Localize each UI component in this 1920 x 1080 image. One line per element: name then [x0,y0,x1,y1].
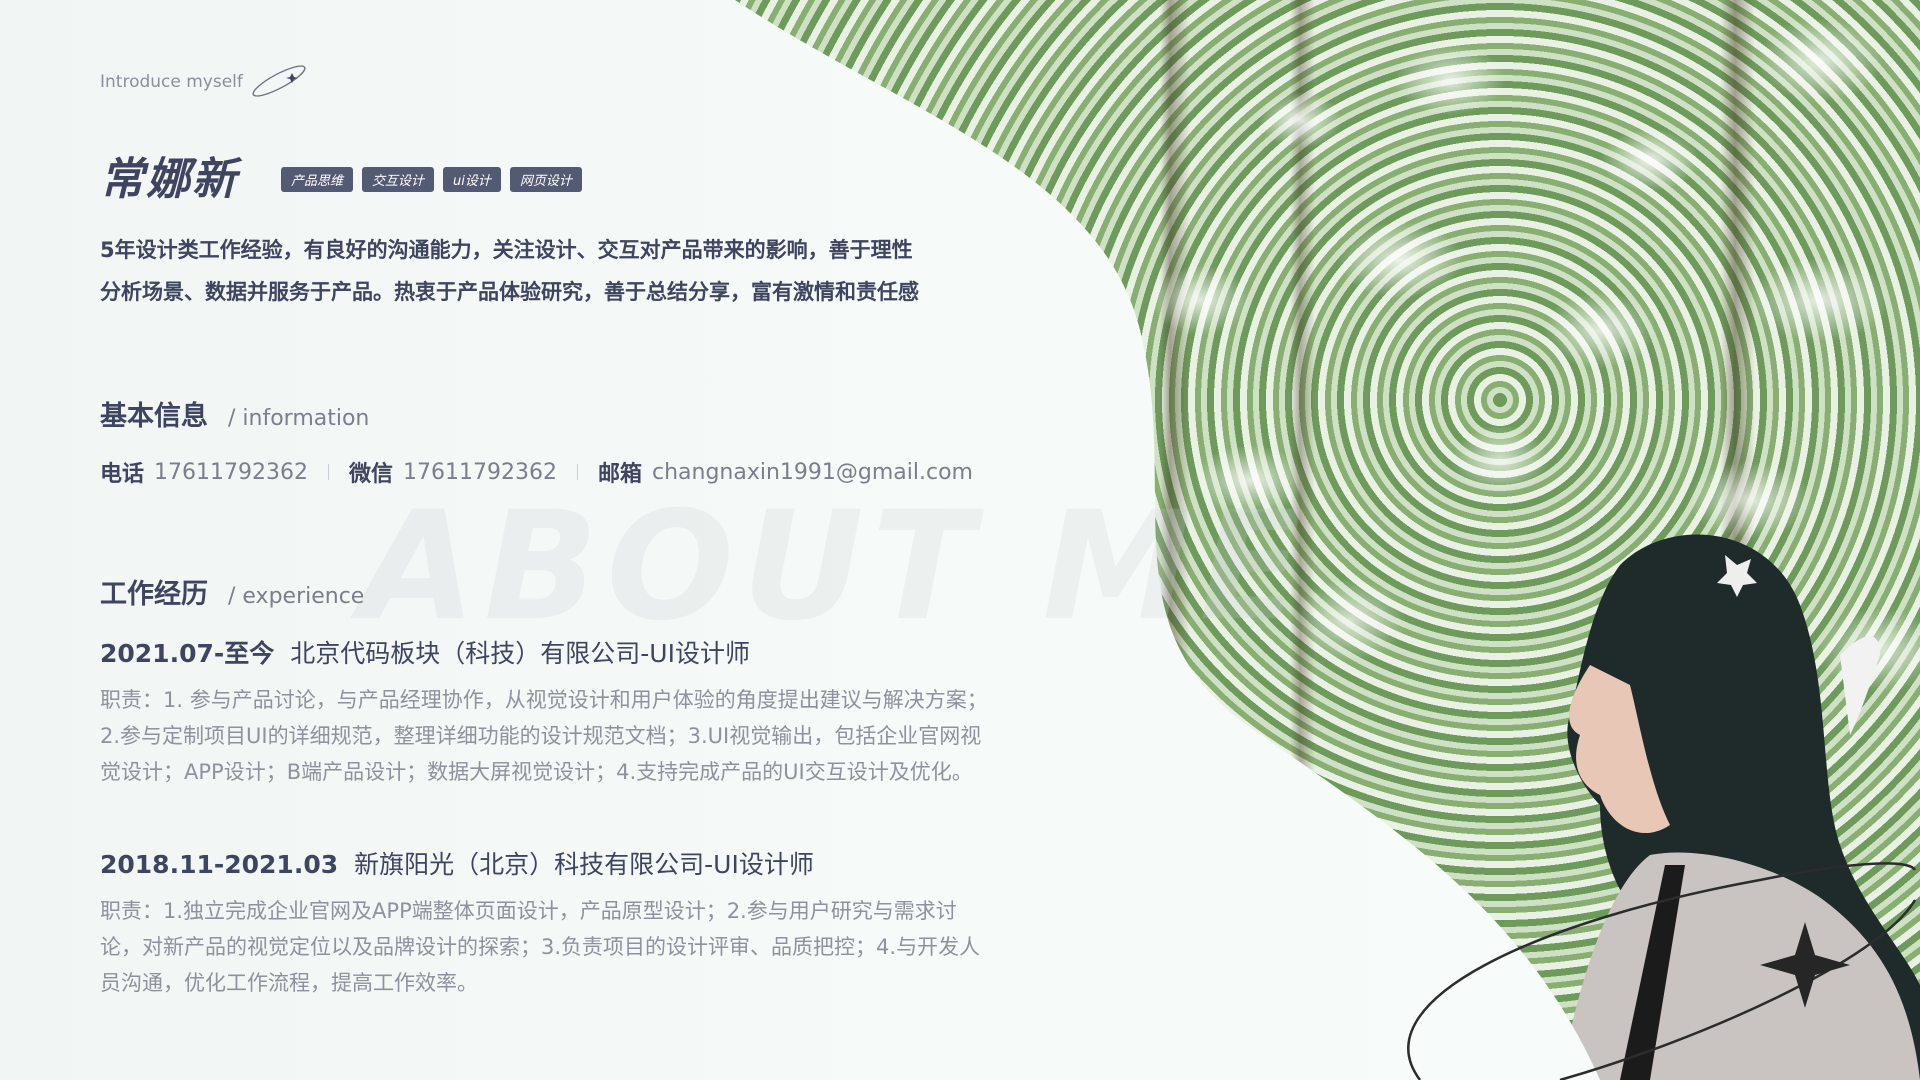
wechat-label: 微信 [348,462,393,487]
job-desc-line: 论，对新产品的视觉定位以及品牌设计的探索；3.负责项目的设计评审、品质把控；4.… [100,935,981,959]
phone-label: 电话 [100,462,145,487]
job-date: 2021.07-至今 [100,639,275,668]
basic-info-title: 基本信息 [100,401,208,432]
job-company: 北京代码板块（科技）有限公司-UI设计师 [290,639,750,668]
experience-heading: 工作经历 / experience [100,572,364,611]
orbit-decoration-icon [252,65,306,97]
skill-tag: 网页设计 [509,167,582,192]
skill-tag: ui设计 [443,167,501,192]
watermark-text: ABOUT ME [360,480,1311,654]
basic-info-heading: 基本信息 / information [100,394,369,433]
email-label: 邮箱 [597,462,642,487]
job-company: 新旗阳光（北京）科技有限公司-UI设计师 [354,850,814,879]
skill-tags: 产品思维 交互设计 ui设计 网页设计 [281,167,582,192]
experience-title: 工作经历 [100,579,208,610]
job-desc-line: 职责：1.独立完成企业官网及APP端整体页面设计，产品原型设计；2.参与用户研究… [100,899,957,923]
skill-tag: 交互设计 [362,167,435,192]
email-value: changnaxin1991@gmail.com [651,459,973,485]
basic-info-subtitle: / information [228,406,370,431]
job-date: 2018.11-2021.03 [100,850,339,879]
divider [576,464,578,480]
skill-tag: 产品思维 [281,167,354,192]
orbit-line [1407,862,1917,1080]
wechat-value: 17611792362 [403,459,557,485]
contact-row: 电话 17611792362 微信 17611792362 邮箱 changna… [100,456,973,488]
summary-line: 5年设计类工作经验，有良好的沟通能力，关注设计、交互对产品带来的影响，善于理性 [100,238,913,262]
divider [327,464,329,480]
job-desc-line: 员沟通，优化工作流程，提高工作效率。 [100,971,478,995]
person-name: 常娜新 [100,154,238,205]
phone-value: 17611792362 [154,459,308,485]
job-description: 职责：1. 参与产品讨论，与产品经理协作，从视觉设计和用户体验的角度提出建议与解… [100,682,1090,790]
job-desc-line: 职责：1. 参与产品讨论，与产品经理协作，从视觉设计和用户体验的角度提出建议与解… [100,688,988,712]
job-heading: 2018.11-2021.03 新旗阳光（北京）科技有限公司-UI设计师 [100,845,814,881]
person-portrait [1560,534,1920,1080]
job-desc-line: 觉设计；APP设计；B端产品设计；数据大屏视觉设计；4.支持完成产品的UI交互设… [100,760,973,784]
job-description: 职责：1.独立完成企业官网及APP端整体页面设计，产品原型设计；2.参与用户研究… [100,893,1090,1001]
job-desc-line: 2.参与定制项目UI的详细规范，整理详细功能的设计规范文档；3.UI视觉输出，包… [100,724,982,748]
summary-line: 分析场景、数据并服务于产品。热衷于产品体验研究，善于总结分享，富有激情和责任感 [100,280,919,304]
experience-subtitle: / experience [228,584,365,609]
job-heading: 2021.07-至今 北京代码板块（科技）有限公司-UI设计师 [100,634,750,670]
summary-text: 5年设计类工作经验，有良好的沟通能力，关注设计、交互对产品带来的影响，善于理性 … [100,229,1060,313]
sparkle-star-icon [1760,922,1850,1008]
intro-label: Introduce myself [100,72,243,92]
